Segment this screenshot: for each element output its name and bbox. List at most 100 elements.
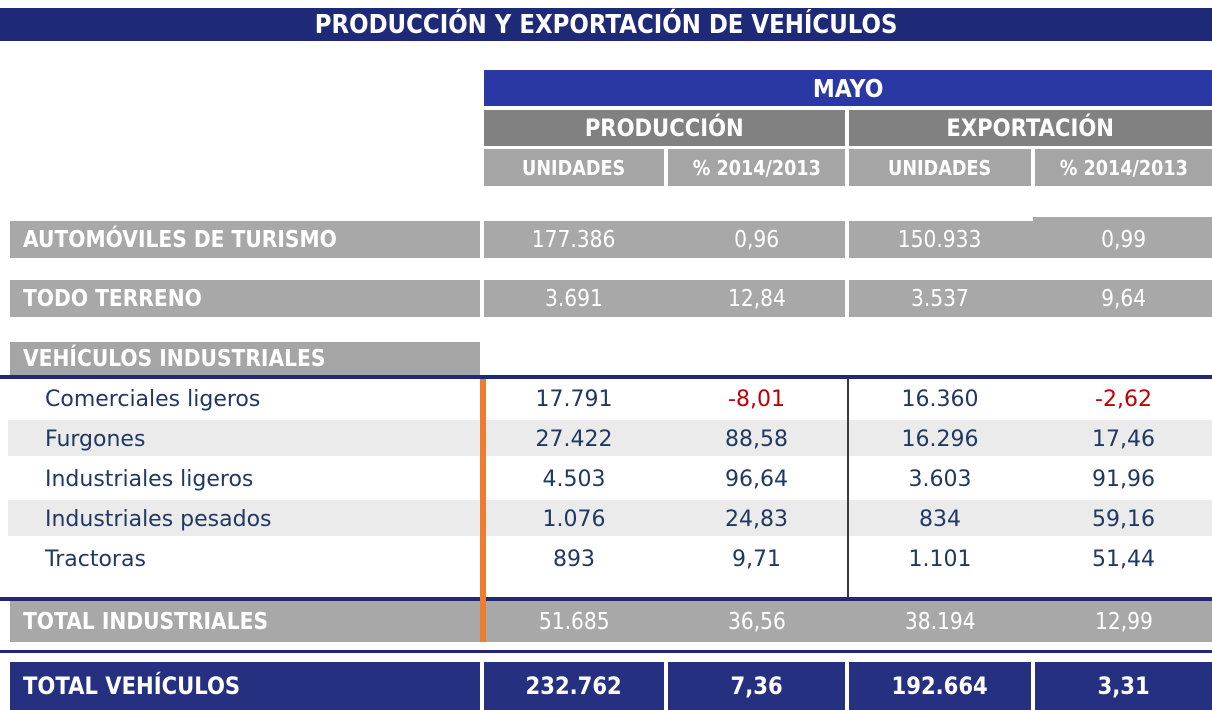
cell-produccion-unidades: 1.076 <box>484 499 664 539</box>
cell-produccion-pct: -8,01 <box>668 379 845 419</box>
cell-value: 27.422 <box>535 426 613 452</box>
table-row-furgones: Furgones 27.422 88,58 16.296 17,46 <box>0 419 1212 459</box>
cell-produccion-unidades: 893 <box>484 539 664 579</box>
cell-value: 12,99 <box>1094 608 1153 635</box>
cell-exportacion-pct: 91,96 <box>1035 459 1212 499</box>
cell-value: 893 <box>553 546 595 572</box>
cell-value: 3,31 <box>1097 672 1150 700</box>
cell-value: 96,64 <box>725 466 788 492</box>
title-bar: PRODUCCIÓN Y EXPORTACIÓN DE VEHÍCULOS <box>0 8 1212 41</box>
cell-value: 7,36 <box>730 672 783 700</box>
cell-value: 51,44 <box>1092 546 1155 572</box>
row-label-cell: Tractoras <box>10 539 480 579</box>
cell-value: 3.537 <box>911 285 969 312</box>
total-divider-line <box>0 597 1212 601</box>
cell-value: 9,71 <box>732 546 781 572</box>
cell-exportacion-unidades: 38.194 <box>849 601 1031 642</box>
cell-value: 38.194 <box>904 608 976 635</box>
column-header-exportacion-unidades: UNIDADES <box>849 149 1031 186</box>
cell-value: 88,58 <box>725 426 788 452</box>
row-label: Industriales ligeros <box>45 466 254 492</box>
row-label-cell: Furgones <box>10 419 480 459</box>
section-header-vehiculos-industriales: VEHÍCULOS INDUSTRIALES <box>10 342 480 375</box>
row-label: Furgones <box>45 426 146 452</box>
row-label: TOTAL INDUSTRIALES <box>23 608 269 635</box>
cell-value: 12,84 <box>727 285 786 312</box>
row-label: Industriales pesados <box>45 506 272 532</box>
exportacion-band <box>849 280 1212 317</box>
cell-produccion-pct: 9,71 <box>668 539 845 579</box>
zebra-stripe <box>8 420 1212 456</box>
cell-exportacion-pct: 9,64 <box>1035 280 1212 317</box>
table-row-comerciales-ligeros: Comerciales ligeros 17.791 -8,01 16.360 … <box>0 379 1212 419</box>
row-label-cell: Industriales ligeros <box>10 459 480 499</box>
orange-accent-line <box>480 379 486 642</box>
exportacion-band <box>849 221 1212 258</box>
cell-produccion-unidades: 177.386 <box>484 221 664 258</box>
cell-value: 17.791 <box>535 386 613 412</box>
month-header-label: MAYO <box>812 73 884 103</box>
group-header-produccion-label: PRODUCCIÓN <box>585 114 744 142</box>
cell-produccion-pct: 88,58 <box>668 419 845 459</box>
cell-produccion-pct: 36,56 <box>668 601 845 642</box>
cell-exportacion-pct: -2,62 <box>1035 379 1212 419</box>
produccion-band <box>484 221 845 258</box>
table-row-tractoras: Tractoras 893 9,71 1.101 51,44 <box>0 539 1212 579</box>
cell-value: 16.360 <box>901 386 979 412</box>
cell-exportacion-unidades: 192.664 <box>849 662 1031 710</box>
cell-value: -2,62 <box>1095 386 1152 412</box>
cell-value: 192.664 <box>891 672 989 700</box>
cell-value: 150.933 <box>898 226 982 253</box>
cell-value: -8,01 <box>728 386 785 412</box>
row-label: TODO TERRENO <box>23 285 202 312</box>
cell-exportacion-unidades: 834 <box>849 499 1031 539</box>
cell-value: 59,16 <box>1092 506 1155 532</box>
table-row-automoviles-de-turismo: AUTOMÓVILES DE TURISMO 177.386 0,96 150.… <box>0 221 1212 258</box>
row-label-cell: TODO TERRENO <box>10 280 480 317</box>
total-industriales-band <box>10 601 1212 642</box>
cell-produccion-unidades: 51.685 <box>484 601 664 642</box>
group-header-produccion: PRODUCCIÓN <box>484 110 845 146</box>
column-header-label: UNIDADES <box>522 155 626 180</box>
produccion-band <box>484 280 845 317</box>
row-label-cell: Industriales pesados <box>10 499 480 539</box>
section-header-label: VEHÍCULOS INDUSTRIALES <box>23 345 326 372</box>
table-row-todo-terreno: TODO TERRENO 3.691 12,84 3.537 9,64 <box>0 280 1212 317</box>
cell-value: 16.296 <box>901 426 979 452</box>
cell-produccion-pct: 12,84 <box>668 280 845 317</box>
cell-value: 51.685 <box>538 608 610 635</box>
grand-total-divider-line <box>0 650 1212 653</box>
group-header-exportacion: EXPORTACIÓN <box>849 110 1212 146</box>
row-label: AUTOMÓVILES DE TURISMO <box>23 226 337 253</box>
cell-produccion-unidades: 232.762 <box>484 662 664 710</box>
table-row-total-vehiculos: TOTAL VEHÍCULOS 232.762 7,36 192.664 3,3… <box>0 662 1212 710</box>
row-label-cell: TOTAL INDUSTRIALES <box>10 601 480 642</box>
cell-value: 0,96 <box>733 226 780 253</box>
cell-value: 24,83 <box>725 506 788 532</box>
table-row-total-industriales: TOTAL INDUSTRIALES 51.685 36,56 38.194 1… <box>0 601 1212 642</box>
column-header-produccion-pct: % 2014/2013 <box>668 149 845 186</box>
cell-value: 1.101 <box>908 546 972 572</box>
group-header-exportacion-label: EXPORTACIÓN <box>946 114 1115 142</box>
cell-value: 36,56 <box>727 608 786 635</box>
page-title: PRODUCCIÓN Y EXPORTACIÓN DE VEHÍCULOS <box>314 9 898 40</box>
row-label: TOTAL VEHÍCULOS <box>23 672 241 700</box>
row-label-cell: TOTAL VEHÍCULOS <box>10 662 480 710</box>
cell-produccion-unidades: 4.503 <box>484 459 664 499</box>
column-header-label: % 2014/2013 <box>1059 155 1188 180</box>
cell-produccion-pct: 24,83 <box>668 499 845 539</box>
column-header-label: % 2014/2013 <box>692 155 821 180</box>
section-divider-line <box>0 375 1212 379</box>
cell-exportacion-pct: 59,16 <box>1035 499 1212 539</box>
cell-exportacion-unidades: 3.603 <box>849 459 1031 499</box>
column-header-label: UNIDADES <box>888 155 992 180</box>
cell-exportacion-unidades: 1.101 <box>849 539 1031 579</box>
cell-exportacion-pct: 17,46 <box>1035 419 1212 459</box>
row-label-cell: AUTOMÓVILES DE TURISMO <box>10 221 480 258</box>
cell-value: 9,64 <box>1100 285 1147 312</box>
cell-exportacion-pct: 0,99 <box>1035 221 1212 258</box>
row-label: Tractoras <box>45 546 146 572</box>
cell-value: 4.503 <box>542 466 606 492</box>
cell-value: 834 <box>919 506 961 532</box>
